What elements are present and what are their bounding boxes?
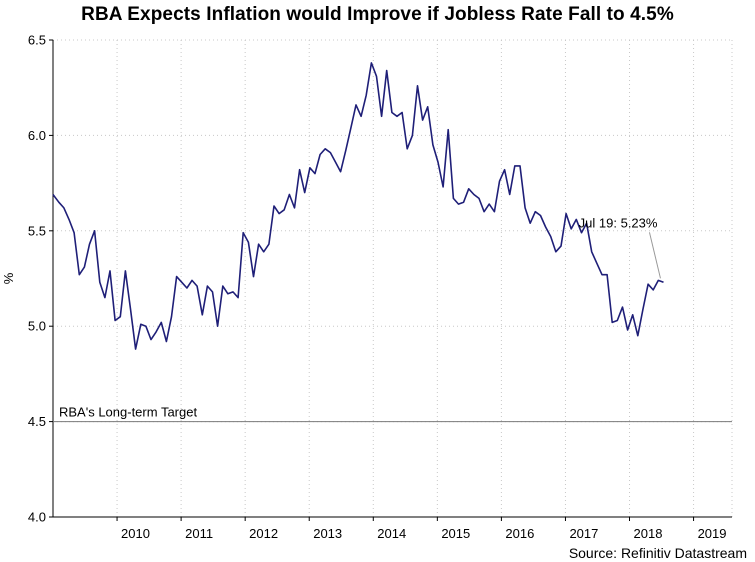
y-tick-label: 5.0 — [28, 319, 46, 334]
y-tick-label: 4.5 — [28, 414, 46, 429]
y-axis-label: % — [1, 272, 16, 284]
x-tick-label: 2019 — [698, 526, 727, 541]
annotation-label: Jul 19: 5.23% — [579, 215, 658, 230]
x-tick-label: 2011 — [185, 526, 213, 541]
y-tick-label: 4.0 — [28, 510, 46, 525]
x-tick-label: 2015 — [441, 526, 470, 541]
y-tick-label: 5.5 — [28, 223, 46, 238]
x-tick-label: 2018 — [634, 526, 663, 541]
y-tick-label: 6.5 — [28, 33, 46, 48]
x-tick-label: 2013 — [313, 526, 342, 541]
x-tick-label: 2016 — [505, 526, 534, 541]
chart-source: Source: Refinitiv Datastream — [568, 545, 747, 561]
reference-line-label: RBA's Long-term Target — [59, 405, 197, 420]
chart-title: RBA Expects Inflation would Improve if J… — [81, 4, 674, 25]
x-tick-label: 2014 — [377, 526, 406, 541]
x-tick-label: 2010 — [121, 526, 150, 541]
series-group — [52, 62, 664, 350]
x-tick-label: 2012 — [249, 526, 278, 541]
y-tick-label: 6.0 — [28, 128, 46, 143]
annotation-group: Jul 19: 5.23% — [579, 215, 661, 279]
annotation-leader — [648, 232, 661, 279]
chart-axes: 4.0 4.5 5.0 5.5 6.0 6.5 2010 2011 2012 2013 2014 20… — [1, 33, 732, 541]
x-tick-label: 2017 — [569, 526, 598, 541]
series-line — [52, 62, 664, 350]
reference-line-group: RBA's Long-term Target — [53, 405, 732, 423]
